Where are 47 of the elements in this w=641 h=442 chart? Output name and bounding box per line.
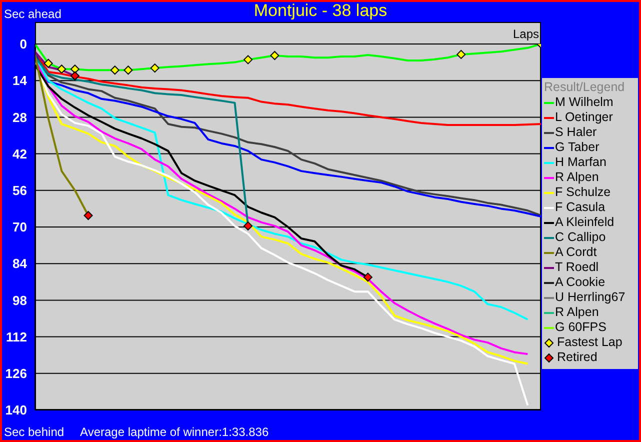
y-axis-title: Sec ahead (4, 7, 62, 21)
legend-label: Retired (557, 350, 598, 365)
legend-label: U Herrling67 (555, 290, 626, 305)
point (57, 64, 66, 74)
legend-label: F Schulze (555, 185, 611, 200)
point (44, 58, 53, 68)
point (110, 66, 120, 75)
y-tick-label: 14 (12, 73, 28, 88)
text: Average laptime of winner:1:33.836 (80, 425, 269, 439)
point (70, 71, 80, 80)
y-tick-label: 126 (5, 366, 27, 382)
x-axis-title: Laps (512, 27, 539, 41)
y-tick-label: 84 (12, 256, 28, 272)
legend-label: G Taber (555, 140, 600, 155)
point (150, 64, 160, 73)
legend-label: S Haler (555, 125, 597, 140)
legend-label: F Casula (555, 200, 606, 215)
legend-label: L Oetinger (555, 110, 613, 125)
y-tick-label: 56 (12, 183, 27, 198)
y-tick-label: 70 (12, 220, 27, 235)
point (456, 50, 466, 59)
legend-label: R Alpen (555, 305, 599, 320)
legend-label: T Roedl (555, 260, 599, 275)
point (244, 221, 253, 230)
chart-title: Montjuic - 38 laps (254, 1, 388, 20)
y-tick-label: 112 (6, 329, 27, 344)
y-tick-label: 28 (12, 110, 27, 125)
legend-label: Fastest Lap (557, 335, 622, 350)
point (270, 51, 280, 60)
legend-title: Result/Legend (544, 80, 626, 95)
legend-label: A Kleinfeld (555, 215, 614, 230)
y-tick-label: 98 (12, 292, 27, 308)
point (84, 210, 93, 220)
y-tick-label: 42 (12, 146, 27, 162)
point (363, 272, 372, 282)
y-tick-label: 140 (5, 402, 27, 418)
point (124, 66, 133, 75)
point (244, 55, 253, 64)
legend-label: C Callipo (555, 230, 606, 245)
legend-label: H Marfan (555, 155, 606, 170)
legend-label: M Wilhelm (555, 95, 614, 110)
text: Sec behind (4, 425, 64, 439)
legend-label: A Cookie (555, 275, 606, 290)
y-tick-label: 0 (20, 36, 27, 52)
legend-label: G 60FPS (555, 320, 606, 335)
legend-label: R Alpen (555, 170, 599, 185)
legend-label: A Cordt (555, 245, 597, 260)
